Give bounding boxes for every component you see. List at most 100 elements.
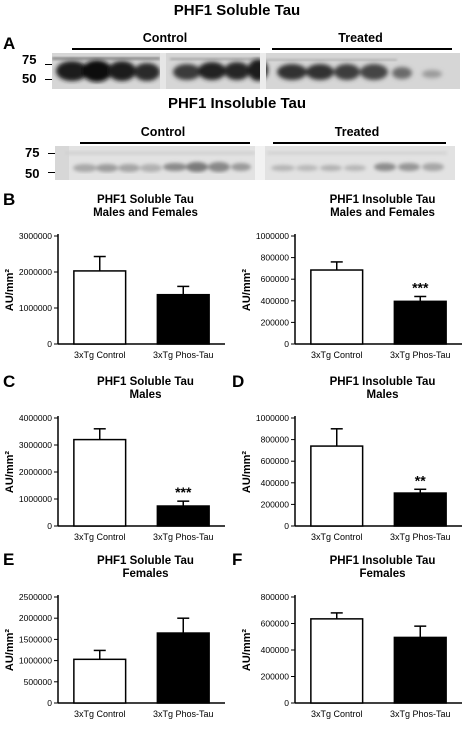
chart-subtitle: Males and Females — [93, 207, 198, 219]
chart-soluble-males: PHF1 Soluble Tau Males AU/mm² 0 1000000 20000… — [0, 370, 237, 550]
x-tick-label: 3xTg Phos-Tau — [153, 709, 214, 719]
bar — [73, 270, 127, 345]
y-tick-label: 1000000 — [256, 413, 289, 423]
bar — [310, 269, 364, 345]
y-tick-label: 200000 — [261, 317, 290, 327]
y-tick-label: 1000000 — [19, 494, 52, 504]
y-tick-label: 2000000 — [19, 613, 52, 623]
chart-insoluble-males-females: PHF1 Insoluble Tau Males and Females AU/mm… — [237, 188, 474, 368]
significance-label: *** — [175, 484, 192, 500]
chart-soluble-males-females: PHF1 Soluble Tau Males and Females AU/mm² 0… — [0, 188, 237, 368]
x-tick-label: 3xTg Control — [311, 532, 363, 542]
y-tick-label: 0 — [284, 698, 289, 708]
y-tick-label: 0 — [284, 339, 289, 349]
blot-insoluble-mw-tick-50 — [48, 172, 56, 173]
bar — [73, 438, 127, 527]
panel-letter-a: A — [3, 34, 16, 53]
panel-letter-c: C — [3, 372, 16, 391]
bar — [310, 618, 364, 704]
significance-label: *** — [412, 279, 429, 295]
x-tick-label: 3xTg Control — [74, 350, 126, 360]
y-tick-label: 2000000 — [19, 267, 52, 277]
panel-letter-f: F — [232, 550, 243, 569]
chart-subtitle: Males — [367, 389, 399, 401]
blot-soluble-mw-75: 75 — [22, 52, 37, 67]
chart-title: PHF1 Insoluble Tau — [330, 376, 436, 388]
western-blot-insoluble — [55, 146, 455, 180]
y-tick-label: 600000 — [261, 456, 290, 466]
blot-soluble-control-label: Control — [142, 31, 188, 45]
panel-letter-d: D — [232, 372, 245, 391]
western-blot-insoluble-image — [55, 146, 455, 180]
y-tick-label: 0 — [47, 521, 52, 531]
y-tick-label: 0 — [47, 339, 52, 349]
y-tick-label: 800000 — [261, 253, 290, 263]
panel-letter-b: B — [3, 190, 16, 209]
y-tick-label: 800000 — [261, 592, 290, 602]
y-tick-label: 2000000 — [19, 467, 52, 477]
blot-insoluble-mw-tick-75 — [48, 153, 56, 154]
y-axis-label: AU/mm² — [4, 629, 16, 672]
y-axis-label: AU/mm² — [4, 269, 16, 312]
y-tick-label: 3000000 — [19, 440, 52, 450]
blot-soluble-mw-tick-75 — [45, 64, 53, 65]
y-tick-label: 0 — [47, 698, 52, 708]
chart-subtitle: Females — [122, 568, 168, 580]
y-tick-label: 800000 — [261, 435, 290, 445]
bar — [393, 636, 447, 704]
y-tick-label: 2500000 — [19, 592, 52, 602]
chart-title: PHF1 Insoluble Tau — [330, 555, 436, 567]
blot-soluble-control-line — [72, 48, 260, 50]
x-tick-label: 3xTg Phos-Tau — [390, 350, 451, 360]
y-axis-label: AU/mm² — [241, 451, 253, 494]
x-tick-label: 3xTg Phos-Tau — [390, 709, 451, 719]
y-axis-label: AU/mm² — [241, 269, 253, 312]
y-tick-label: 1000000 — [19, 303, 52, 313]
blot-soluble-treated-label: Treated — [338, 31, 383, 45]
blot-insoluble-mw-50: 50 — [25, 166, 40, 181]
y-tick-label: 400000 — [261, 478, 290, 488]
chart-soluble-females: PHF1 Soluble Tau Females AU/mm² 0 500000 1000… — [0, 549, 237, 727]
blot-insoluble-treated-label: Treated — [334, 125, 380, 139]
panel-letter-e: E — [3, 550, 15, 569]
bar — [310, 445, 364, 527]
y-tick-label: 1000000 — [19, 656, 52, 666]
chart-title: PHF1 Soluble Tau — [97, 555, 194, 567]
bar — [393, 300, 447, 345]
blot-insoluble-control-label: Control — [140, 125, 186, 139]
y-tick-label: 600000 — [261, 274, 290, 284]
bar — [73, 658, 127, 704]
blot-soluble-title: PHF1 Soluble Tau — [173, 2, 301, 19]
chart-insoluble-males: PHF1 Insoluble Tau Males AU/mm² 0 200000 4000… — [237, 370, 474, 550]
x-tick-label: 3xTg Phos-Tau — [153, 532, 214, 542]
blot-insoluble-title: PHF1 Insoluble Tau — [167, 95, 307, 112]
y-tick-label: 400000 — [261, 645, 290, 655]
y-tick-label: 0 — [284, 521, 289, 531]
y-tick-label: 1500000 — [19, 634, 52, 644]
y-tick-label: 200000 — [261, 499, 290, 509]
blot-soluble-mw-tick-50 — [45, 79, 53, 80]
y-tick-label: 3000000 — [19, 231, 52, 241]
y-tick-label: 400000 — [261, 296, 290, 306]
blot-soluble-mw-50: 50 — [22, 71, 37, 86]
chart-subtitle: Females — [359, 568, 405, 580]
chart-insoluble-females: PHF1 Insoluble Tau Females AU/mm² 0 200000 40… — [237, 549, 474, 727]
blot-insoluble-mw-75: 75 — [25, 145, 40, 160]
x-tick-label: 3xTg Phos-Tau — [153, 350, 214, 360]
western-blot-soluble-image — [52, 53, 460, 89]
y-tick-label: 200000 — [261, 672, 290, 682]
x-tick-label: 3xTg Control — [311, 709, 363, 719]
chart-title: PHF1 Soluble Tau — [97, 194, 194, 206]
y-tick-label: 500000 — [24, 677, 53, 687]
blot-insoluble-control-line — [80, 142, 250, 144]
western-blot-soluble — [52, 53, 460, 89]
blot-insoluble-treated-line — [273, 142, 446, 144]
y-tick-label: 600000 — [261, 619, 290, 629]
bar — [156, 505, 210, 527]
y-tick-label: 4000000 — [19, 413, 52, 423]
